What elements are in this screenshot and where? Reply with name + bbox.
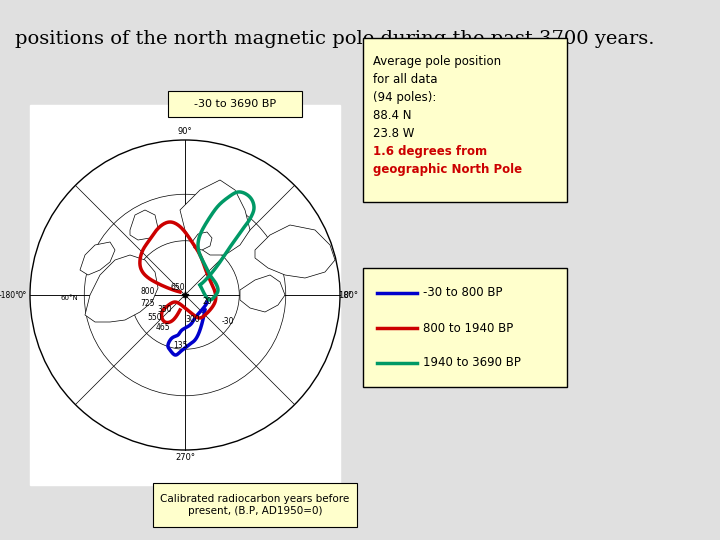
- FancyBboxPatch shape: [363, 38, 567, 202]
- Text: 800: 800: [140, 287, 156, 296]
- Text: 465: 465: [156, 322, 171, 332]
- FancyBboxPatch shape: [153, 483, 357, 527]
- FancyBboxPatch shape: [168, 91, 302, 117]
- Text: 90°: 90°: [178, 127, 192, 137]
- Text: 300: 300: [186, 315, 200, 325]
- Text: 20: 20: [202, 298, 212, 307]
- Text: -30: -30: [222, 318, 234, 327]
- Text: -30 to 3690 BP: -30 to 3690 BP: [194, 99, 276, 109]
- Text: positions of the north magnetic pole during the past 3700 years.: positions of the north magnetic pole dur…: [15, 30, 654, 48]
- Text: (94 poles):: (94 poles):: [373, 91, 436, 104]
- Text: 350: 350: [158, 306, 172, 314]
- Text: for all data: for all data: [373, 73, 438, 86]
- Text: 135: 135: [173, 341, 187, 349]
- Text: 23.8 W: 23.8 W: [373, 127, 415, 140]
- Text: 0°: 0°: [344, 291, 353, 300]
- Text: -180°: -180°: [0, 291, 20, 300]
- Text: 1940 to 3690 BP: 1940 to 3690 BP: [423, 356, 521, 369]
- Text: 270°: 270°: [175, 454, 195, 462]
- Text: 0°: 0°: [17, 291, 27, 300]
- Polygon shape: [180, 180, 250, 255]
- Text: Average pole position: Average pole position: [373, 55, 501, 68]
- Text: 60°N: 60°N: [60, 295, 78, 301]
- Bar: [30, 105, 340, 485]
- Text: 550: 550: [148, 314, 162, 322]
- Text: Calibrated radiocarbon years before
present, (B.P, AD1950=0): Calibrated radiocarbon years before pres…: [161, 494, 350, 516]
- FancyBboxPatch shape: [363, 268, 567, 387]
- Polygon shape: [240, 275, 285, 312]
- Polygon shape: [192, 232, 212, 250]
- Text: 88.4 N: 88.4 N: [373, 109, 412, 122]
- Text: -30 to 800 BP: -30 to 800 BP: [423, 287, 503, 300]
- Text: geographic North Pole: geographic North Pole: [373, 163, 522, 176]
- Polygon shape: [85, 255, 158, 322]
- Text: 1.6 degrees from: 1.6 degrees from: [373, 145, 487, 158]
- Polygon shape: [80, 242, 115, 275]
- Polygon shape: [255, 225, 335, 278]
- Text: 180°: 180°: [338, 291, 358, 300]
- Text: 725: 725: [140, 300, 156, 308]
- Polygon shape: [130, 210, 158, 240]
- Text: 650: 650: [171, 284, 185, 293]
- Text: 800 to 1940 BP: 800 to 1940 BP: [423, 321, 513, 334]
